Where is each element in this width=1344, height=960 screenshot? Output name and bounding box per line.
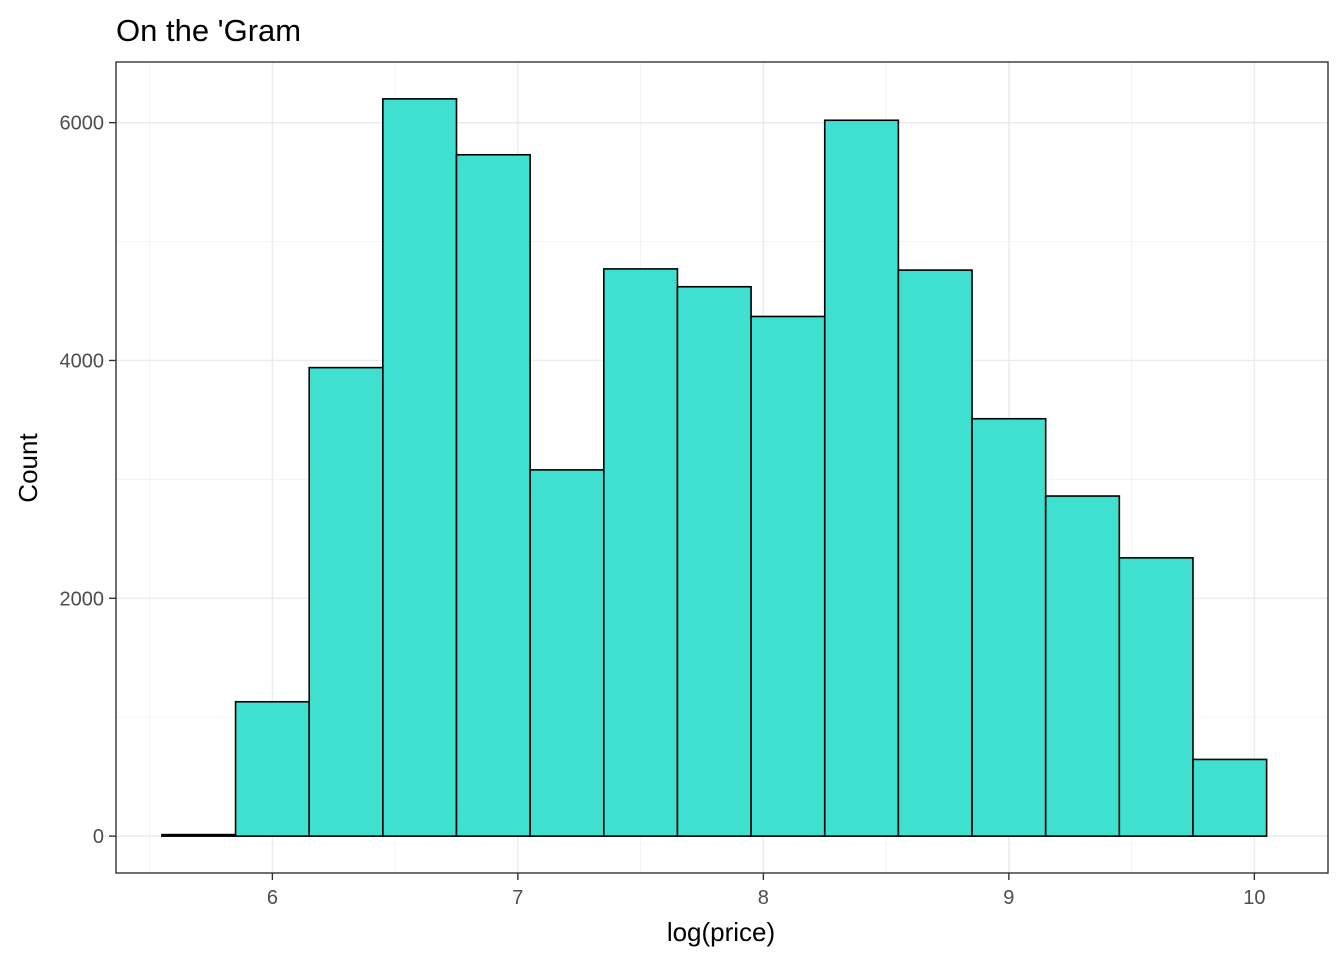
- histogram-bar: [823, 119, 900, 837]
- y-tick-label: 4000: [60, 350, 105, 372]
- y-tick-label: 0: [93, 826, 104, 848]
- histogram-bar: [455, 153, 531, 837]
- histogram-bar: [382, 98, 458, 837]
- x-tick-label: 7: [512, 887, 523, 909]
- y-tick-label: 6000: [60, 113, 105, 135]
- histogram-bar: [1044, 495, 1121, 837]
- histogram-bar: [897, 269, 973, 837]
- x-axis: 6 7 8 9 10: [267, 873, 1265, 909]
- histogram-bar: [750, 315, 826, 837]
- histogram-bar: [1192, 758, 1268, 837]
- histogram-bar: [1118, 557, 1194, 837]
- y-tick-label: 2000: [60, 588, 105, 610]
- chart-title: On the 'Gram: [116, 13, 301, 48]
- histogram-bars: [161, 98, 1268, 837]
- y-axis-title: Count: [13, 433, 43, 503]
- histogram-bar: [971, 417, 1047, 837]
- histogram-bar: [234, 700, 311, 837]
- x-tick-label: 9: [1003, 887, 1014, 909]
- x-tick-label: 6: [267, 887, 278, 909]
- plot-panel-border: [115, 61, 1329, 874]
- x-axis-title: log(price): [667, 917, 775, 947]
- histogram-bar: [529, 469, 605, 837]
- histogram-bar: [602, 268, 679, 837]
- x-tick-label: 10: [1243, 887, 1265, 909]
- y-axis: 0 2000 4000 6000: [60, 113, 116, 848]
- x-tick-label: 8: [758, 887, 769, 909]
- histogram-bar: [676, 285, 752, 837]
- histogram-bar: [308, 366, 384, 837]
- histogram-bar: [161, 833, 237, 837]
